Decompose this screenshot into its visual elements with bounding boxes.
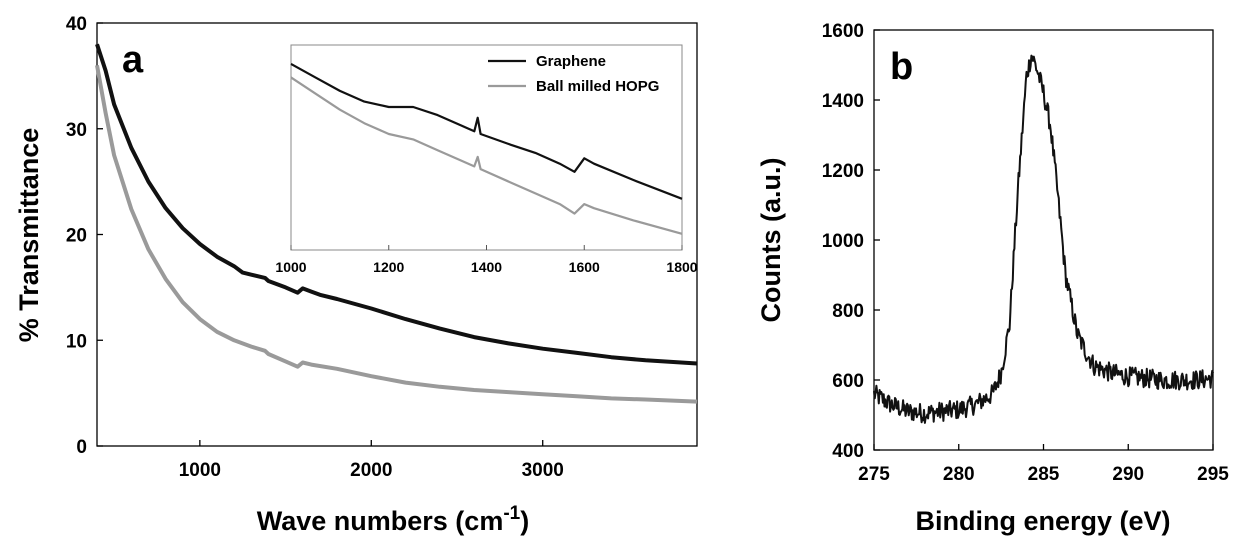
panel-b-y-axis-title: Counts (a.u.) (756, 158, 786, 323)
panel-b-x-tick-label: 295 (1197, 464, 1229, 485)
panel-a-x-tick-label: 1000 (179, 460, 221, 481)
inset-x-tick-label: 1400 (471, 259, 502, 275)
panel-a-x-tick-label: 2000 (350, 460, 392, 481)
panel-b-ticks: 400 600 800 1000 1200 1400 1600 275 280 285 290 295 (822, 21, 1230, 485)
panel-a-y-tick-label: 40 (66, 14, 87, 35)
panel-b-y-tick-label: 400 (832, 441, 864, 462)
panel-b-x-tick-label: 290 (1112, 464, 1144, 485)
panel-a-x-axis-title-main: Wave numbers (cm (257, 506, 504, 536)
inset-x-tick-label: 1000 (275, 259, 306, 275)
legend-label-hopg: Ball milled HOPG (536, 78, 659, 95)
inset-series (290, 62, 683, 235)
series-line-ball-milled-hopg (95, 64, 698, 404)
panel-a-x-tick-label: 3000 (522, 460, 564, 481)
panel-b-series (873, 54, 1214, 424)
panel-b-y-tick-label: 600 (832, 371, 864, 392)
panel-a-x-axis-title-sup: -1 (503, 503, 520, 524)
panel-a-x-axis-title: Wave numbers (cm-1) (257, 503, 529, 536)
panel-b-x-tick-label: 285 (1028, 464, 1060, 485)
xps-spectrum-line (873, 54, 1214, 424)
panel-b-x-tick-label: 275 (858, 464, 890, 485)
series-line-graphene (95, 43, 698, 366)
panel-a-y-axis-title: % Transmittance (14, 128, 44, 343)
panel-a-y-tick-label: 0 (76, 437, 87, 458)
panel-a-x-axis-title-close: ) (520, 506, 529, 536)
panel-a-y-tick-label: 10 (66, 331, 87, 352)
inset-series-line-ball-milled-hopg (290, 76, 683, 235)
panel-b-y-tick-label: 1600 (822, 21, 864, 42)
panel-b-x-tick-label: 280 (943, 464, 975, 485)
panel-b-x-axis-title: Binding energy (eV) (915, 506, 1170, 536)
panel-a-y-tick-label: 20 (66, 226, 87, 247)
inset-ticks: 1000 1200 1400 1600 1800 (275, 245, 698, 275)
inset-x-tick-label: 1600 (569, 259, 600, 275)
panel-b-label: b (890, 46, 913, 88)
inset-x-tick-label: 1800 (666, 259, 697, 275)
panel-a-inset: 1000 1200 1400 1600 1800 Graphene Ball mille… (275, 44, 698, 275)
panel-a-y-tick-label: 30 (66, 120, 87, 141)
panel-b-y-tick-label: 1000 (822, 231, 864, 252)
panel-a: 0 10 20 30 40 1000 2000 3000 a Wave numbers (cm… (14, 14, 698, 536)
inset-x-tick-label: 1200 (373, 259, 404, 275)
legend: Graphene Ball milled HOPG (488, 53, 659, 95)
panel-b-y-tick-label: 1200 (822, 161, 864, 182)
panel-a-series (95, 43, 698, 404)
panel-b: 400 600 800 1000 1200 1400 1600 275 280 285 290 295… (756, 21, 1229, 536)
legend-label-graphene: Graphene (536, 53, 606, 70)
inset-frame (290, 44, 683, 251)
panel-b-y-tick-label: 800 (832, 301, 864, 322)
panel-b-y-tick-label: 1400 (822, 91, 864, 112)
inset-series-line-graphene (290, 62, 683, 200)
panel-a-ticks: 0 10 20 30 40 1000 2000 3000 (66, 14, 564, 481)
panel-a-label: a (122, 39, 144, 81)
